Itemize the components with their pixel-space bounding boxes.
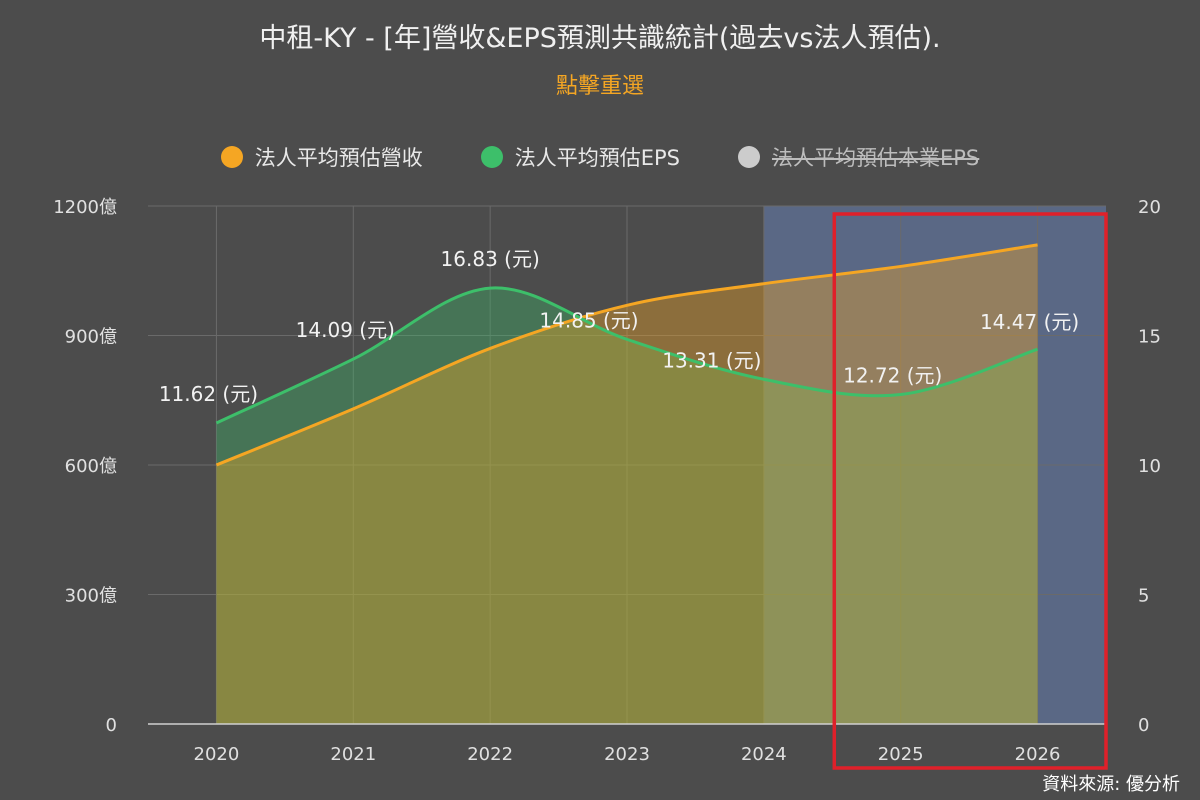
- legend-dot-icon: [220, 146, 243, 168]
- revenue-area: [216, 244, 1038, 724]
- x-tick-label: 2024: [741, 744, 787, 765]
- eps-data-label: 14.85 (元): [539, 308, 638, 332]
- y-right-tick-label: 5: [1138, 586, 1149, 607]
- y-right-tick-label: 10: [1138, 456, 1161, 477]
- eps-data-label: 14.47 (元): [980, 310, 1079, 334]
- x-tick-label: 2021: [330, 744, 376, 765]
- legend-dot-icon: [738, 146, 760, 168]
- revenue-line: [215, 243, 1038, 467]
- legend-dot-icon: [480, 146, 503, 168]
- eps-line: [215, 286, 1039, 425]
- legend-item-revenue[interactable]: 法人平均預估營收: [220, 142, 423, 172]
- y-left-tick-label: 0: [106, 715, 117, 736]
- x-tick-label: 2025: [878, 744, 924, 765]
- eps-data-label: 12.72 (元): [843, 364, 942, 388]
- x-tick-label: 2023: [604, 744, 650, 765]
- source-label: 資料來源: 優分析: [1042, 774, 1180, 795]
- legend-label: 法人平均預估本業EPS: [772, 146, 980, 170]
- eps-data-label: 13.31 (元): [662, 348, 761, 372]
- y-left-tick-label: 600億: [65, 456, 117, 477]
- y-left-tick-label: 1200億: [53, 197, 117, 218]
- reselect-link[interactable]: 點擊重選: [555, 74, 644, 99]
- y-right-tick-label: 20: [1138, 197, 1161, 218]
- legend-label: 法人平均預估EPS: [514, 146, 680, 170]
- chart-title: 中租-KY - [年]營收&EPS預測共識統計(過去vs法人預估).: [259, 23, 941, 54]
- y-right-tick-label: 0: [1138, 715, 1149, 736]
- eps-data-label: 16.83 (元): [441, 247, 540, 271]
- x-tick-label: 2026: [1015, 744, 1061, 765]
- y-left-tick-label: 900億: [65, 327, 117, 348]
- legend: 法人平均預估營收 法人平均預估EPS 法人平均預估本業EPS: [0, 142, 1200, 172]
- highlight-box: [832, 212, 1108, 770]
- legend-item-eps[interactable]: 法人平均預估EPS: [480, 142, 680, 172]
- y-right-tick-label: 15: [1138, 327, 1161, 348]
- legend-label: 法人平均預估營收: [254, 146, 423, 170]
- legend-item-core-eps[interactable]: 法人平均預估本業EPS: [738, 142, 979, 172]
- y-left-tick-label: 300億: [65, 586, 117, 607]
- eps-data-label: 11.62 (元): [159, 382, 258, 406]
- x-tick-label: 2020: [194, 744, 240, 765]
- eps-data-label: 14.09 (元): [296, 318, 395, 342]
- x-tick-label: 2022: [467, 744, 513, 765]
- eps-area: [216, 287, 1038, 724]
